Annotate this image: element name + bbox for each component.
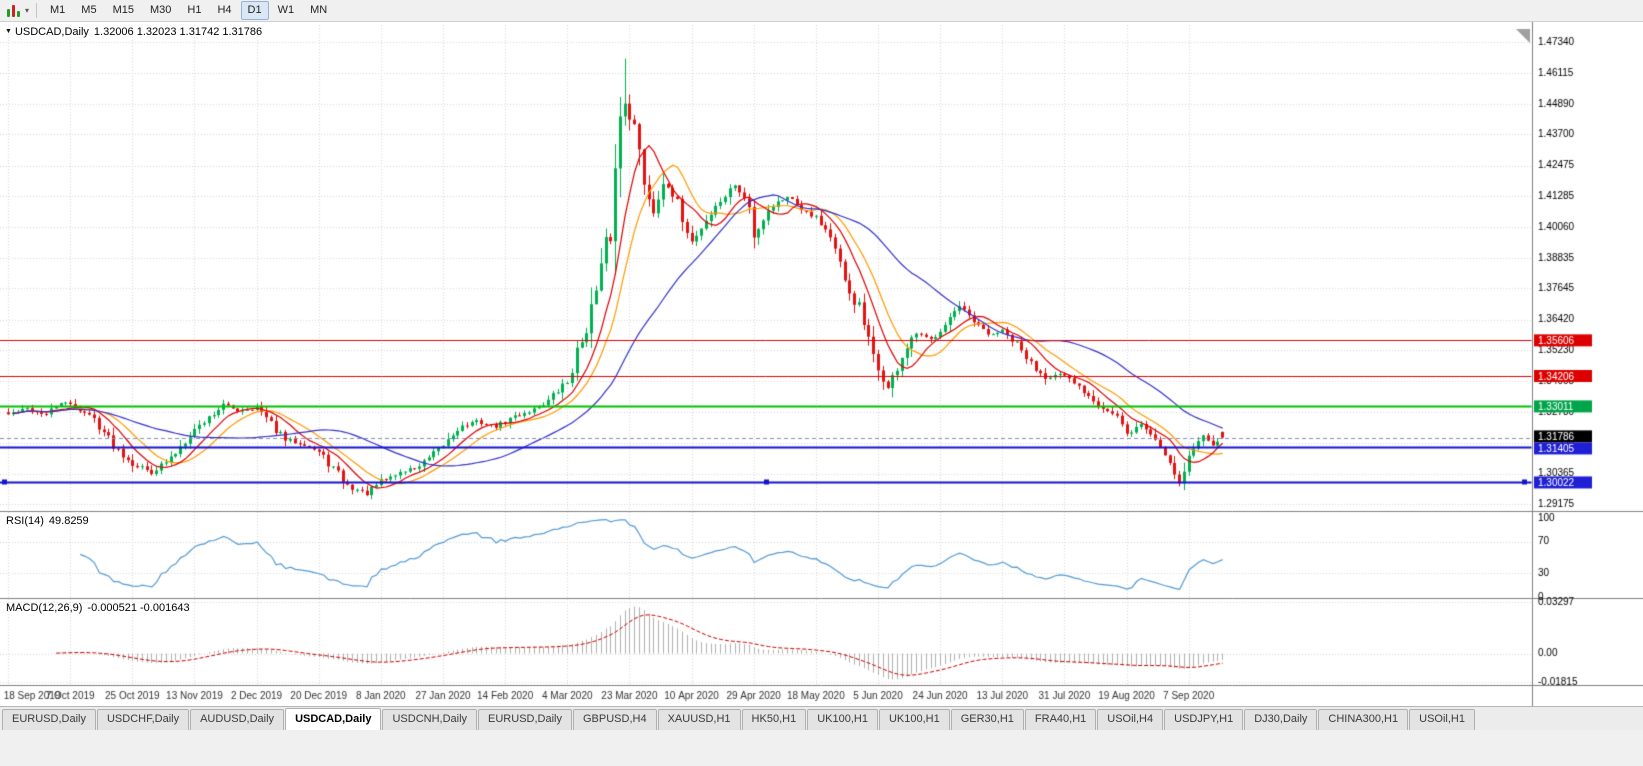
chart-tab-eurusd-daily[interactable]: EURUSD,Daily: [478, 709, 572, 730]
chart-tab-usoil-h1[interactable]: USOil,H1: [1409, 709, 1475, 730]
timeframe-button-h1[interactable]: H1: [187, 4, 202, 16]
chart-collapse-arrow-icon[interactable]: ▼: [5, 28, 12, 35]
toolbar-separator: [36, 3, 38, 18]
top-toolbar: ▾ M1 M5 M15 M30 H1 H4 D1 W1 MN: [0, 0, 1643, 22]
chart-ohlc-quote: 1.32006 1.32023 1.31742 1.31786: [93, 26, 263, 38]
chart-period-icon[interactable]: [4, 3, 24, 19]
chart-tab-usdcad-daily[interactable]: USDCAD,Daily: [285, 708, 382, 730]
chart-tab-usdjpy-h1[interactable]: USDJPY,H1: [1164, 709, 1244, 730]
timeframe-button-d1[interactable]: D1: [240, 1, 269, 20]
timeframe-button-m30[interactable]: M30: [149, 4, 172, 16]
timeframe-button-w1[interactable]: W1: [277, 4, 295, 16]
icon-bar: [17, 10, 20, 17]
chart-title-bar: ▼ USDCAD,Daily 1.32006 1.32023 1.31742 1.3…: [5, 25, 262, 39]
chart-tab-gbpusd-h4[interactable]: GBPUSD,H4: [573, 709, 657, 730]
chart-tab-uk100-h1[interactable]: UK100,H1: [878, 709, 950, 730]
chart-tab-xauusd-h1[interactable]: XAUUSD,H1: [657, 709, 741, 730]
chart-tabs-bar: EURUSD,Daily USDCHF,Daily AUDUSD,Daily USDC…: [0, 706, 1643, 730]
chart-tab-usoil-h4[interactable]: USOil,H4: [1097, 709, 1164, 730]
chart-tab-fra40-h1[interactable]: FRA40,H1: [1024, 709, 1097, 730]
chart-tab-usdcnh-daily[interactable]: USDCNH,Daily: [382, 709, 478, 730]
timeframe-button-m15[interactable]: M15: [112, 4, 134, 16]
timeframe-button-h4[interactable]: H4: [217, 4, 232, 16]
chart-tab-eurusd-daily[interactable]: EURUSD,Daily: [2, 709, 96, 730]
price-chart-canvas[interactable]: [0, 22, 1643, 706]
timeframe-toolbar: M1 M5 M15 M30 H1 H4 D1 W1 MN: [42, 1, 335, 20]
chart-window: ▼ USDCAD,Daily 1.32006 1.32023 1.31742 1.3…: [0, 22, 1643, 706]
timeframe-button-m1[interactable]: M1: [50, 4, 66, 16]
chart-title: USDCAD,Daily: [14, 26, 89, 38]
chart-tab-usdchf-daily[interactable]: USDCHF,Daily: [96, 709, 190, 730]
chart-tab-ger30-h1[interactable]: GER30,H1: [950, 709, 1024, 730]
icon-bar: [7, 8, 10, 17]
chart-tab-hk50-h1[interactable]: HK50,H1: [741, 709, 807, 730]
chart-tab-dj30-daily[interactable]: DJ30,Daily: [1244, 709, 1318, 730]
chevron-down-icon[interactable]: ▾: [25, 5, 30, 15]
timeframe-button-m5[interactable]: M5: [81, 4, 97, 16]
chart-tab-uk100-h1[interactable]: UK100,H1: [807, 709, 878, 730]
timeframe-button-mn[interactable]: MN: [310, 4, 328, 16]
status-area: [0, 730, 1643, 765]
chart-tab-china300-h1[interactable]: CHINA300,H1: [1318, 709, 1409, 730]
icon-bar: [12, 4, 15, 17]
chart-tab-audusd-daily[interactable]: AUDUSD,Daily: [190, 709, 285, 730]
